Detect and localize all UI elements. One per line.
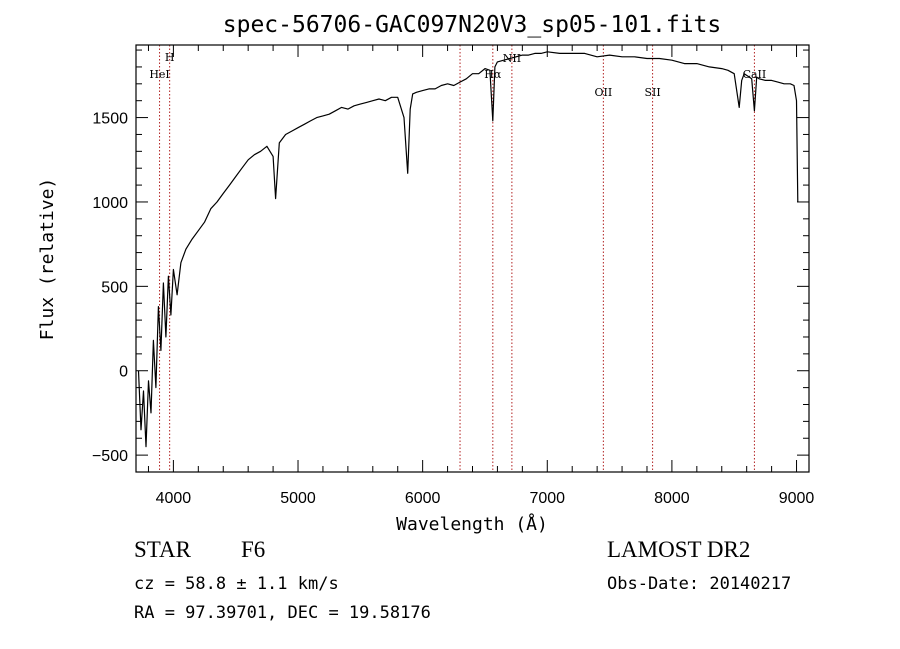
x-tick-label: 9000 [779, 490, 815, 507]
x-axis-label: Wavelength (Å) [396, 513, 548, 535]
plot-frame [135, 44, 810, 473]
object-subclass: F6 [241, 537, 266, 562]
object-class: STAR [134, 537, 191, 562]
chart-title: spec-56706-GAC097N20V3_sp05-101.fits [223, 12, 722, 38]
y-tick-label: 0 [119, 364, 128, 381]
x-tick-label: 8000 [654, 490, 690, 507]
redshift-text: cz = 58.8 ± 1.1 km/s [134, 574, 339, 594]
y-tick-label: −500 [92, 448, 128, 465]
line-label: OII [595, 86, 613, 99]
line-label: H [165, 51, 175, 64]
y-axis: −500 0 500 1000 1500 [92, 49, 809, 473]
x-tick-label: 4000 [156, 490, 192, 507]
y-axis-label: Flux (relative) [37, 178, 58, 341]
observation-date: Obs-Date: 20140217 [607, 574, 792, 594]
coordinates-text: RA = 97.39701, DEC = 19.58176 [134, 603, 431, 623]
spectrum-series-line [137, 51, 799, 448]
emission-line-markers [159, 45, 755, 472]
x-axis: 4000 5000 6000 7000 8000 9000 [147, 45, 815, 507]
y-tick-label: 1500 [92, 111, 128, 128]
x-tick-label: 6000 [405, 490, 441, 507]
x-tick-label: 5000 [280, 490, 316, 507]
line-label: CaII [743, 68, 767, 81]
y-tick-label: 500 [101, 279, 128, 296]
line-label: HeI [149, 68, 169, 81]
survey-name: LAMOST DR2 [607, 537, 751, 562]
line-label: SII [644, 86, 660, 99]
y-tick-label: 1000 [92, 195, 128, 212]
line-label: Hα [484, 68, 502, 81]
x-tick-label: 7000 [529, 490, 565, 507]
